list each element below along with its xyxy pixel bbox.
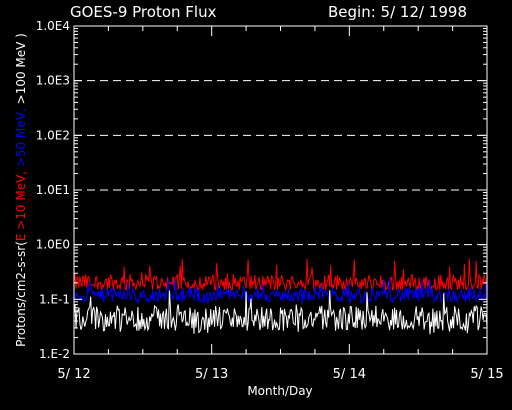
grid-lines — [74, 80, 487, 246]
x-tick-label: 5/ 13 — [195, 367, 228, 382]
x-tick-label: 5/ 14 — [333, 367, 366, 382]
y-label-part: E >10 MeV, — [14, 167, 28, 241]
y-tick-label: 1.0E1 — [36, 183, 70, 197]
x-axis-label: Month/Day — [247, 384, 312, 398]
y-tick-label: 1.0E4 — [36, 19, 70, 33]
x-tick-label: 5/ 12 — [57, 367, 90, 382]
y-label-part: Protons/cm2-s-sr( — [14, 241, 28, 347]
series-traces — [73, 258, 488, 335]
y-tick-label: 1.E-2 — [39, 347, 70, 361]
y-axis-label: Protons/cm2-s-sr(E >10 MeV, >50 MeV, >10… — [14, 33, 28, 347]
y-label-part: >50 MeV, — [14, 104, 28, 167]
series-line-2 — [73, 290, 488, 335]
series-line-1 — [73, 278, 488, 305]
y-tick-label: 1.0E2 — [36, 128, 70, 142]
begin-date-label: Begin: 5/ 12/ 1998 — [328, 3, 467, 21]
chart-title: GOES-9 Proton Flux — [70, 3, 217, 21]
series-line-0 — [73, 258, 488, 292]
y-tick-label: 1.0E3 — [36, 74, 70, 88]
x-tick-label: 5/ 15 — [470, 367, 503, 382]
y-label-part: >100 MeV ) — [14, 33, 28, 104]
y-tick-label: 1.0E0 — [36, 238, 70, 252]
axis-ticks: 1.E-2 1.E-1 1.0E0 1.0E1 1.0E2 1.0E3 1.0E4 5/ 12… — [36, 19, 504, 382]
y-tick-label: 1.E-1 — [39, 292, 70, 306]
